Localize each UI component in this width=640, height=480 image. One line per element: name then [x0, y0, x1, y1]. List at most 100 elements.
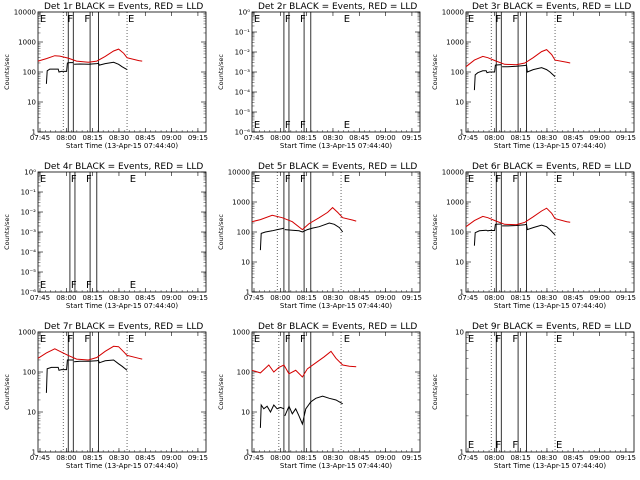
- x-axis-label: Start Time (13-Apr-15 07:44:40): [66, 462, 178, 470]
- series-events: [502, 223, 556, 236]
- y-axis-label: Counts/sec: [431, 54, 439, 90]
- marker-e: E: [254, 14, 260, 25]
- plot-det-4r: Det 4r BLACK = Events, RED = LLD 07:45 08:…: [3, 162, 208, 310]
- x-tick-label: 09:15: [402, 454, 422, 462]
- x-tick-label: 08:15: [297, 454, 317, 462]
- marker-e: E: [40, 334, 46, 345]
- x-tick-label: 07:45: [30, 134, 50, 142]
- y-tick-label: 10: [241, 409, 250, 417]
- x-axis-label: Start Time (13-Apr-15 07:44:40): [494, 142, 606, 150]
- x-tick-label: 07:45: [30, 294, 50, 302]
- marker-bottom-e: E: [130, 280, 136, 291]
- y-axis-label: Counts/sec: [217, 54, 225, 90]
- y-tick-label: 100: [451, 229, 464, 237]
- marker-e: E: [40, 14, 46, 25]
- x-tick-label: 08:00: [484, 134, 504, 142]
- y-axis-label: Counts/sec: [3, 214, 11, 250]
- plot-det-9r: Det 9r BLACK = Events, RED = LLD 07:45 08:…: [431, 322, 636, 470]
- series-lld: [251, 350, 357, 378]
- plot-title: Det 4r BLACK = Events, RED = LLD: [44, 162, 203, 172]
- y-tick-label: 10⁰: [24, 169, 36, 177]
- marker-f: F: [71, 174, 77, 185]
- plot-frame: [37, 331, 207, 453]
- y-tick-label: 10⁻⁶: [21, 289, 37, 297]
- marker-e: E: [556, 174, 562, 185]
- marker-e: E: [40, 174, 46, 185]
- marker-f: F: [512, 174, 518, 185]
- x-tick-label: 07:45: [30, 454, 50, 462]
- x-tick-label: 08:30: [109, 134, 129, 142]
- plot-frame: [251, 331, 421, 453]
- marker-bottom-e: E: [40, 280, 46, 291]
- plot-det-3r: Det 3r BLACK = Events, RED = LLD 07:45 08:…: [431, 2, 636, 150]
- marker-f: F: [285, 334, 291, 345]
- marker-e: E: [556, 334, 562, 345]
- marker-f: F: [300, 14, 306, 25]
- x-tick-label: 08:45: [563, 454, 583, 462]
- series-events: [284, 395, 343, 426]
- x-tick-label: 07:45: [244, 454, 264, 462]
- y-tick-label: 10: [455, 99, 464, 107]
- y-tick-label: 10⁻⁶: [235, 129, 251, 137]
- x-tick-label: 08:45: [349, 454, 369, 462]
- plot-det-6r: Det 6r BLACK = Events, RED = LLD 07:45 08:…: [431, 162, 636, 310]
- marker-f: F: [496, 334, 502, 345]
- series-lld: [37, 345, 143, 361]
- y-tick-label: 1000: [232, 329, 250, 337]
- series-events: [74, 359, 128, 371]
- y-tick-label: 1: [460, 129, 464, 137]
- y-tick-label: 10⁻¹: [235, 29, 251, 37]
- x-tick-label: 09:00: [162, 134, 182, 142]
- x-tick-label: 08:30: [323, 294, 343, 302]
- y-tick-label: 10⁻⁵: [21, 269, 37, 277]
- marker-e: E: [254, 334, 260, 345]
- marker-e: E: [344, 334, 350, 345]
- y-axis-label: Counts/sec: [217, 214, 225, 250]
- marker-f: F: [285, 174, 291, 185]
- plot-title: Det 8r BLACK = Events, RED = LLD: [258, 322, 417, 332]
- y-tick-label: 100: [237, 229, 250, 237]
- plot-title: Det 7r BLACK = Events, RED = LLD: [44, 322, 203, 332]
- x-tick-label: 08:00: [56, 294, 76, 302]
- y-tick-label: 1000: [232, 199, 250, 207]
- x-tick-label: 08:15: [511, 294, 531, 302]
- marker-bottom-f: F: [512, 440, 518, 451]
- series-events: [259, 227, 285, 251]
- x-tick-label: 07:45: [458, 294, 478, 302]
- series-events: [45, 359, 74, 393]
- marker-bottom-f: F: [496, 440, 502, 451]
- y-tick-label: 10⁻²: [235, 49, 251, 57]
- y-axis-label: Counts/sec: [431, 374, 439, 410]
- plot-title: Det 2r BLACK = Events, RED = LLD: [258, 2, 417, 12]
- x-tick-label: 08:00: [56, 454, 76, 462]
- y-tick-label: 10: [241, 259, 250, 267]
- x-tick-label: 08:30: [537, 134, 557, 142]
- marker-e: E: [468, 174, 474, 185]
- x-tick-label: 08:30: [109, 294, 129, 302]
- x-tick-label: 09:15: [616, 454, 636, 462]
- y-tick-label: 1: [32, 129, 36, 137]
- y-tick-label: 100: [451, 69, 464, 77]
- x-tick-label: 09:00: [590, 134, 610, 142]
- marker-f: F: [84, 334, 90, 345]
- x-tick-label: 08:00: [270, 454, 290, 462]
- marker-bottom-e: E: [556, 440, 562, 451]
- marker-f: F: [512, 14, 518, 25]
- x-axis-label: Start Time (13-Apr-15 07:44:40): [280, 302, 392, 310]
- marker-f: F: [300, 174, 306, 185]
- series-events: [473, 223, 502, 246]
- marker-e: E: [128, 14, 134, 25]
- y-tick-label: 10000: [442, 9, 464, 17]
- x-tick-label: 07:45: [458, 454, 478, 462]
- plot-det-8r: Det 8r BLACK = Events, RED = LLD 07:45 08:…: [217, 322, 422, 470]
- x-tick-label: 08:45: [563, 294, 583, 302]
- marker-e: E: [468, 334, 474, 345]
- marker-f: F: [512, 334, 518, 345]
- x-axis-label: Start Time (13-Apr-15 07:44:40): [494, 302, 606, 310]
- marker-bottom-f: F: [86, 280, 92, 291]
- x-tick-label: 08:45: [563, 134, 583, 142]
- plot-det-2r: Det 2r BLACK = Events, RED = LLD 07:45 08:…: [217, 2, 422, 150]
- plot-title: Det 3r BLACK = Events, RED = LLD: [472, 2, 631, 12]
- marker-f: F: [300, 334, 306, 345]
